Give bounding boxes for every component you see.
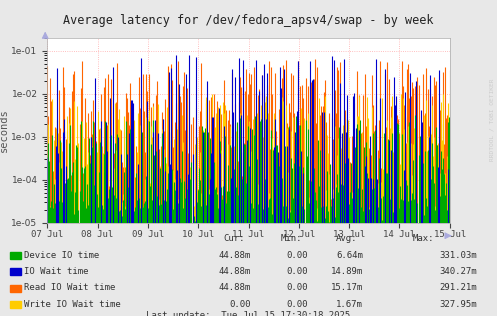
Text: Min:: Min:	[281, 234, 302, 243]
Text: 15.17m: 15.17m	[331, 283, 363, 292]
Text: 0.00: 0.00	[287, 283, 308, 292]
Text: 331.03m: 331.03m	[439, 251, 477, 259]
Text: 6.64m: 6.64m	[336, 251, 363, 259]
Text: RRDTOOL / TOBI OETIKER: RRDTOOL / TOBI OETIKER	[490, 79, 495, 161]
Text: 340.27m: 340.27m	[439, 267, 477, 276]
Text: 44.88m: 44.88m	[219, 267, 251, 276]
Text: 1.67m: 1.67m	[336, 300, 363, 309]
Text: 44.88m: 44.88m	[219, 251, 251, 259]
Text: 327.95m: 327.95m	[439, 300, 477, 309]
Text: Read IO Wait time: Read IO Wait time	[24, 283, 115, 292]
Text: Last update:  Tue Jul 15 17:30:18 2025: Last update: Tue Jul 15 17:30:18 2025	[147, 311, 350, 316]
Text: 0.00: 0.00	[287, 251, 308, 259]
Text: Average latency for /dev/fedora_apsv4/swap - by week: Average latency for /dev/fedora_apsv4/sw…	[63, 14, 434, 27]
Text: 0.00: 0.00	[230, 300, 251, 309]
Y-axis label: seconds: seconds	[0, 108, 8, 152]
Text: IO Wait time: IO Wait time	[24, 267, 88, 276]
Text: 44.88m: 44.88m	[219, 283, 251, 292]
Text: 291.21m: 291.21m	[439, 283, 477, 292]
Text: 0.00: 0.00	[287, 300, 308, 309]
Text: 0.00: 0.00	[287, 267, 308, 276]
Text: 14.89m: 14.89m	[331, 267, 363, 276]
Text: Device IO time: Device IO time	[24, 251, 99, 259]
Text: Max:: Max:	[413, 234, 434, 243]
Text: Cur:: Cur:	[224, 234, 245, 243]
Text: Write IO Wait time: Write IO Wait time	[24, 300, 121, 309]
Text: Avg:: Avg:	[335, 234, 357, 243]
